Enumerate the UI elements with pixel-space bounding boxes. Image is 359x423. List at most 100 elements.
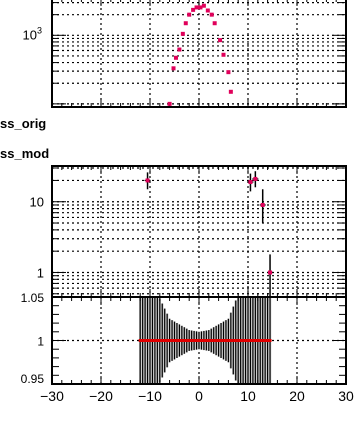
ratio-data-point (236, 339, 240, 342)
ratio-data-point (229, 339, 233, 342)
ratio-data-point (231, 339, 235, 342)
ratio-data-point (214, 339, 218, 342)
ratio-ytick-label: 1.05 (21, 291, 45, 305)
ratio-data-point (195, 339, 199, 342)
ratio-data-point (190, 339, 194, 342)
ratio-data-point (185, 339, 189, 342)
ratio-data-point (192, 339, 196, 342)
mid-data-point (268, 270, 273, 275)
mid-data-point (253, 176, 258, 181)
mid-ytick-label: 10 (30, 195, 44, 210)
top-data-point (173, 55, 178, 60)
ratio-data-point (217, 339, 221, 342)
top-data-point (177, 47, 182, 52)
ratio-data-point (146, 339, 150, 342)
top-data-point (209, 12, 214, 17)
ratio-data-point (165, 339, 169, 342)
ratio-data-point (239, 339, 243, 342)
top-data-point (221, 52, 226, 57)
ratio-data-point (170, 339, 174, 342)
legend-mod-strip: ss_mod (0, 143, 359, 165)
top-data-point (218, 38, 223, 43)
top-ytick-label: 103 (23, 25, 42, 42)
ratio-data-point (168, 339, 172, 342)
ratio-data-point (268, 339, 272, 342)
legend-orig-strip: ss_orig (0, 113, 359, 135)
ratio-data-point (244, 339, 248, 342)
ratio-xtick-label: 30 (338, 388, 354, 404)
ratio-ytick-label: 0.95 (21, 372, 45, 386)
ratio-xtick-label: 10 (240, 388, 256, 404)
top-data-point (205, 8, 210, 13)
ratio-data-point (204, 339, 208, 342)
ratio-data-point (177, 339, 181, 342)
legend-mod-label: ss_mod (0, 146, 50, 161)
top-data-point (212, 21, 217, 26)
ratio-data-point (256, 339, 260, 342)
ratio-data-point (219, 339, 223, 342)
top-data-point (226, 70, 231, 75)
top-frame (51, 0, 347, 108)
mid-ytick-label: 1 (37, 265, 44, 280)
top-data-point (180, 31, 185, 36)
ratio-data-point (207, 339, 211, 342)
ratio-data-point (209, 339, 213, 342)
top-data-point (201, 3, 206, 8)
ratio-data-point (163, 339, 167, 342)
ratio-data-point (261, 339, 265, 342)
ratio-data-point (266, 339, 270, 342)
mid-data-point (260, 202, 265, 207)
ratio-data-point (212, 339, 216, 342)
ratio-data-point (143, 339, 147, 342)
ratio-data-point (173, 339, 176, 342)
ratio-data-point (258, 339, 262, 342)
ratio-data-point (248, 339, 252, 342)
ratio-data-point (175, 339, 179, 342)
top-data-point (187, 12, 192, 17)
top-data-point (171, 66, 176, 71)
ratio-data-point (197, 339, 201, 342)
ratio-data-point (226, 339, 230, 342)
ratio-xtick-label: 20 (289, 388, 305, 404)
ratio-data-point (182, 339, 186, 342)
top-data-point (194, 5, 199, 10)
ratio-data-point (199, 339, 203, 342)
mid-data-point (145, 178, 150, 183)
ratio-data-point (202, 339, 206, 342)
ratio-panel: 1.05 1 0.95 −30 −20 −10 0 10 20 30 (21, 291, 354, 404)
ratio-data-point (222, 339, 225, 342)
top-data-point (167, 101, 172, 106)
ratio-data-point (141, 339, 145, 342)
ratio-data-point (153, 339, 157, 342)
ratio-xtick-label: 0 (195, 388, 203, 404)
ratio-ytick-label: 1 (37, 335, 44, 349)
ratio-data-point (241, 339, 245, 342)
ratio-data-point (160, 339, 164, 342)
legend-orig-label: ss_orig (0, 116, 47, 131)
ratio-data-point (187, 339, 191, 342)
ratio-frame (51, 296, 347, 385)
ratio-data-point (180, 339, 184, 342)
top-data-point (191, 7, 196, 12)
ratio-data-point (234, 339, 238, 342)
mid-data-point (248, 180, 253, 185)
ratio-data-point (138, 339, 142, 342)
top-histogram-panel: 103 (23, 0, 347, 108)
top-data-point (228, 89, 233, 94)
ratio-xtick-label: −10 (138, 388, 162, 404)
ratio-data-point (150, 339, 154, 342)
ratio-data-point (263, 339, 267, 342)
ratio-xtick-label: −30 (40, 388, 64, 404)
ratio-data-point (148, 339, 152, 342)
ratio-data-point (246, 339, 250, 342)
middle-histogram-panel: 1 10 (30, 165, 347, 310)
ratio-xtick-label: −20 (89, 388, 113, 404)
ratio-data-point (251, 339, 255, 342)
top-data-point (183, 21, 188, 26)
ratio-data-point (224, 339, 228, 342)
ratio-data-point (155, 339, 159, 342)
ratio-data-point (253, 339, 257, 342)
top-data-point (198, 5, 203, 10)
ratio-data-point (158, 339, 162, 342)
